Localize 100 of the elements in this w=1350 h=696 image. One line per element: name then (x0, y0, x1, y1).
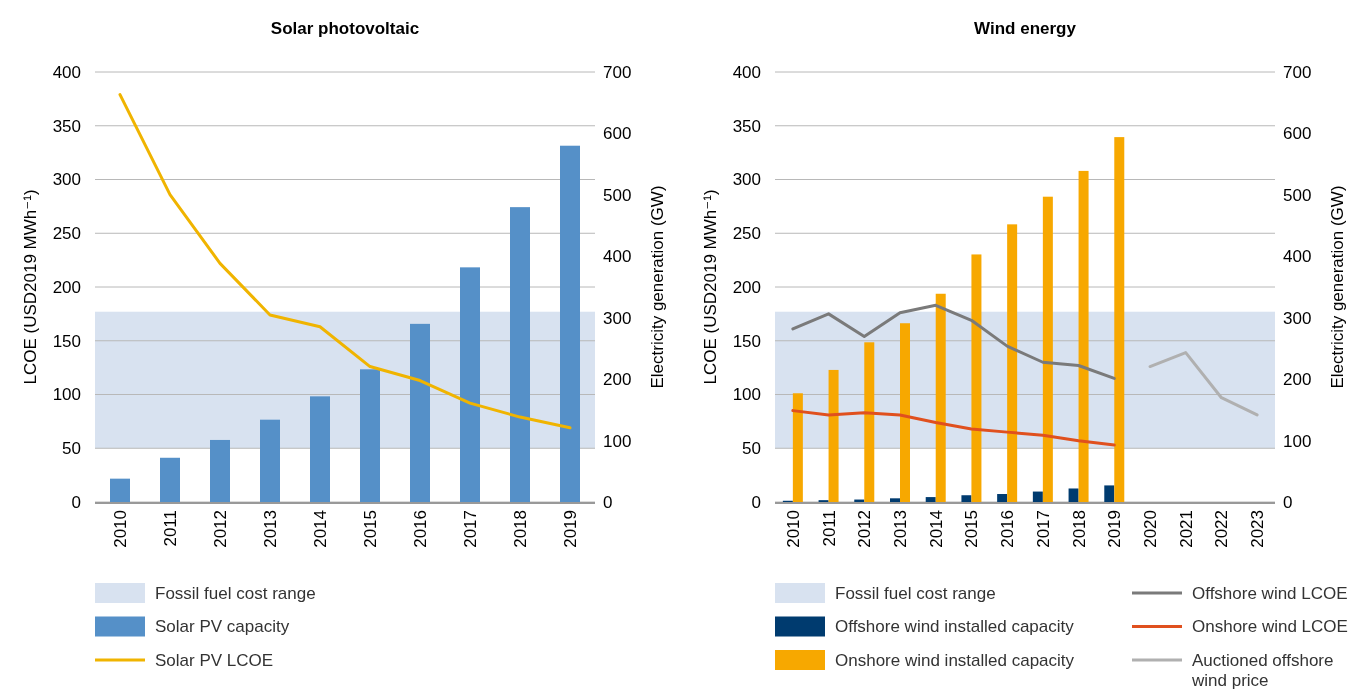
x-tick-label: 2021 (1176, 510, 1196, 548)
y2-tick-label: 200 (1283, 370, 1312, 390)
y-tick-label: 400 (732, 62, 761, 82)
y-tick-label: 50 (742, 439, 761, 459)
y2-tick-label: 0 (603, 492, 613, 512)
legend-label: Onshore wind LCOE (1192, 617, 1348, 637)
y-axis-title: LCOE (USD2019 MWh⁻¹) (21, 189, 40, 385)
y-axis-title: LCOE (USD2019 MWh⁻¹) (701, 189, 720, 385)
bar (1114, 137, 1125, 502)
line-series (118, 93, 572, 430)
y-tick-label: 50 (62, 439, 81, 459)
y-tick-label: 300 (52, 170, 81, 190)
bar (310, 396, 330, 502)
y2-tick-label: 700 (603, 62, 632, 82)
bar (828, 369, 839, 502)
bar (900, 323, 910, 502)
y-tick-label: 250 (732, 224, 761, 244)
x-tick-label: 2014 (926, 510, 946, 548)
legend-label: Fossil fuel cost range (155, 583, 316, 603)
bar (1104, 485, 1115, 502)
y-tick-label: 350 (732, 116, 761, 136)
y2-tick-label: 400 (1283, 247, 1312, 267)
y2-tick-label: 300 (603, 308, 632, 328)
bar (1068, 488, 1079, 502)
bar (510, 207, 530, 502)
y2-tick-label: 100 (603, 431, 632, 451)
x-tick-label: 2011 (161, 510, 180, 547)
bar (1042, 196, 1053, 502)
y-tick-label: 100 (52, 385, 81, 405)
bar (1032, 491, 1043, 502)
bar (560, 145, 580, 502)
y2-tick-label: 0 (1283, 492, 1293, 512)
y-tick-label: 400 (52, 62, 81, 82)
legend-label: Offshore wind installed capacity (835, 617, 1075, 637)
x-tick-label: 2012 (855, 510, 875, 548)
x-tick-label: 2010 (111, 510, 130, 548)
bar (1007, 224, 1018, 502)
legend-label: Auctioned offshore wind price (1191, 650, 1334, 691)
x-tick-label: 2019 (561, 510, 580, 548)
y2-tick-label: 100 (1283, 431, 1312, 451)
y2-axis-title: Electricity generation (GW) (648, 185, 667, 389)
chart-title: Solar photovoltaic (270, 19, 420, 38)
bar (260, 419, 280, 502)
bar (792, 393, 803, 502)
legend-label: Offshore wind LCOE (1192, 583, 1348, 603)
bar (961, 495, 972, 502)
x-tick-label: 2017 (461, 510, 480, 548)
x-tick-label: 2015 (962, 510, 982, 548)
x-tick-label: 2016 (998, 510, 1018, 548)
line-series (791, 303, 1116, 380)
legend-label: Solar PV LCOE (155, 650, 274, 670)
x-tick-label: 2019 (1105, 510, 1125, 548)
y-tick-label: 200 (732, 277, 761, 297)
x-tick-label: 2020 (1141, 510, 1160, 548)
x-tick-label: 2012 (211, 510, 230, 548)
x-tick-label: 2017 (1033, 510, 1053, 548)
y-tick-label: 200 (52, 277, 81, 297)
line-series (791, 409, 1116, 447)
y-tick-label: 150 (52, 331, 81, 351)
bar (935, 293, 946, 502)
y2-tick-label: 500 (1283, 185, 1312, 205)
y2-tick-label: 600 (603, 124, 632, 144)
bar (997, 494, 1008, 502)
bar (864, 342, 875, 502)
legend-label: Fossil fuel cost range (835, 583, 996, 603)
bar (925, 497, 936, 502)
x-tick-label: 2016 (411, 510, 430, 548)
bar (971, 254, 982, 502)
x-tick-label: 2023 (1248, 510, 1268, 548)
x-tick-label: 2013 (261, 510, 280, 548)
y2-tick-label: 500 (603, 185, 632, 205)
x-tick-label: 2018 (511, 510, 530, 548)
bar (460, 267, 480, 502)
y-tick-label: 250 (52, 224, 81, 244)
legend-label: Onshore wind installed capacity (835, 650, 1075, 670)
x-tick-label: 2013 (891, 510, 910, 548)
y2-tick-label: 600 (1283, 124, 1312, 144)
bar (160, 457, 180, 502)
y2-tick-label: 700 (1283, 62, 1312, 82)
y-tick-label: 100 (732, 385, 761, 405)
y-tick-label: 300 (732, 170, 761, 190)
x-tick-label: 2011 (819, 510, 839, 547)
bar (360, 369, 380, 502)
y2-tick-label: 200 (603, 370, 632, 390)
legend-label: Solar PV capacity (155, 617, 290, 637)
y-tick-label: 0 (751, 492, 761, 512)
y2-tick-label: 300 (1283, 308, 1312, 328)
x-tick-label: 2010 (783, 510, 803, 548)
bar (410, 323, 430, 502)
x-tick-label: 2014 (311, 510, 330, 548)
x-tick-label: 2018 (1069, 510, 1089, 548)
bar (890, 498, 900, 502)
y-tick-label: 0 (71, 492, 81, 512)
y-tick-label: 150 (732, 331, 761, 351)
bar (1078, 170, 1089, 502)
bar (110, 478, 130, 502)
bar (210, 439, 230, 502)
y-tick-label: 350 (52, 116, 81, 136)
y2-axis-title: Electricity generation (GW) (1328, 185, 1347, 389)
x-tick-label: 2022 (1212, 510, 1232, 548)
